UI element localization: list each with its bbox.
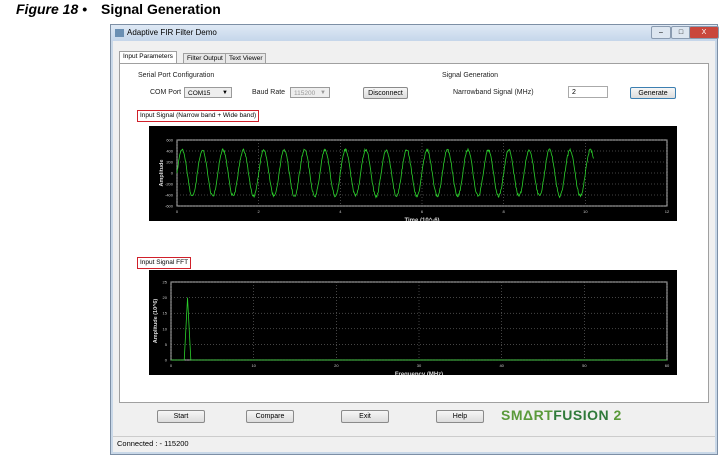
y-tick-label: -400 bbox=[165, 193, 174, 198]
x-tick-label: 20 bbox=[334, 363, 339, 368]
help-button[interactable]: Help bbox=[436, 410, 484, 423]
input-parameters-panel: Serial Port Configuration COM Port COM15… bbox=[119, 63, 709, 403]
start-button[interactable]: Start bbox=[157, 410, 205, 423]
y-tick-label: -600 bbox=[165, 204, 174, 209]
baud-rate-label: Baud Rate bbox=[252, 89, 285, 96]
minimize-button[interactable]: – bbox=[651, 26, 671, 39]
fft-chart: 0 10 20 30 40 50 602520151050Frequency (MHz)Am… bbox=[149, 270, 677, 375]
input-signal-title: Input Signal (Narrow band + Wide band) bbox=[137, 110, 259, 122]
x-tick-label: 60 bbox=[665, 363, 670, 368]
com-port-select[interactable]: COM15 ▼ bbox=[184, 87, 232, 98]
com-port-label: COM Port bbox=[150, 89, 181, 96]
baud-rate-value: 115200 bbox=[294, 90, 315, 97]
title-bar: Adaptive FIR Filter Demo – □ X bbox=[111, 25, 717, 41]
chevron-down-icon: ▼ bbox=[320, 88, 326, 99]
x-tick-label: 6 bbox=[421, 209, 424, 214]
app-icon bbox=[115, 29, 124, 37]
figure-caption: Figure 18 • Signal Generation bbox=[16, 1, 221, 17]
y-tick-label: 200 bbox=[166, 160, 173, 165]
y-tick-label: -200 bbox=[165, 182, 174, 187]
x-tick-label: 50 bbox=[582, 363, 587, 368]
x-tick-label: 0 bbox=[176, 209, 179, 214]
smartfusion2-logo: SMΔRTFUSION 2 bbox=[501, 407, 622, 423]
x-tick-label: 10 bbox=[583, 209, 588, 214]
exit-button[interactable]: Exit bbox=[341, 410, 389, 423]
y-axis-label: Amplitude (10^6) bbox=[153, 299, 159, 344]
disconnect-button[interactable]: Disconnect bbox=[363, 87, 408, 99]
client-area: Input Parameters Filter Output Text View… bbox=[113, 41, 715, 452]
x-tick-label: 4 bbox=[339, 209, 342, 214]
baud-rate-select[interactable]: 115200 ▼ bbox=[290, 87, 330, 98]
y-tick-label: 25 bbox=[163, 280, 168, 285]
y-tick-label: 0 bbox=[165, 358, 168, 363]
maximize-button[interactable]: □ bbox=[671, 26, 691, 39]
x-axis-label: Time (10^-6) bbox=[404, 218, 439, 221]
y-tick-label: 0 bbox=[171, 171, 174, 176]
y-tick-label: 20 bbox=[163, 295, 168, 300]
app-window: Adaptive FIR Filter Demo – □ X Input Par… bbox=[110, 24, 718, 455]
x-axis-label: Frequency (MHz) bbox=[395, 372, 443, 375]
narrowband-label: Narrowband Signal (MHz) bbox=[453, 89, 534, 96]
figure-title: Signal Generation bbox=[101, 1, 221, 17]
close-button[interactable]: X bbox=[689, 26, 719, 39]
x-tick-label: 8 bbox=[503, 209, 506, 214]
x-tick-label: 30 bbox=[417, 363, 422, 368]
fft-title: Input Signal FFT bbox=[137, 257, 191, 269]
input-signal-chart: 0 2 4 6 8 10 12 600 400 200 0 -200 -400 -600 Time (10^… bbox=[149, 126, 677, 221]
y-tick-label: 5 bbox=[165, 342, 168, 347]
chevron-down-icon: ▼ bbox=[222, 88, 228, 99]
x-tick-label: 12 bbox=[665, 209, 670, 214]
compare-button[interactable]: Compare bbox=[246, 410, 294, 423]
x-tick-label: 2 bbox=[258, 209, 261, 214]
x-tick-label: 0 bbox=[170, 363, 173, 368]
y-axis-label: Amplitude bbox=[159, 160, 165, 187]
y-tick-label: 600 bbox=[166, 138, 173, 143]
y-tick-label: 15 bbox=[163, 311, 168, 316]
generate-button[interactable]: Generate bbox=[630, 87, 676, 99]
status-bar: Connected : - 115200 bbox=[113, 436, 715, 452]
com-port-value: COM15 bbox=[188, 90, 210, 97]
narrowband-input[interactable]: 2 bbox=[568, 86, 608, 98]
y-tick-label: 10 bbox=[163, 326, 168, 331]
signal-group-label: Signal Generation bbox=[442, 72, 498, 79]
window-title: Adaptive FIR Filter Demo bbox=[127, 25, 217, 41]
x-tick-label: 40 bbox=[499, 363, 504, 368]
serial-group-label: Serial Port Configuration bbox=[138, 72, 214, 79]
x-tick-label: 10 bbox=[251, 363, 256, 368]
y-tick-label: 400 bbox=[166, 149, 173, 154]
figure-number: Figure 18 • bbox=[16, 1, 87, 17]
